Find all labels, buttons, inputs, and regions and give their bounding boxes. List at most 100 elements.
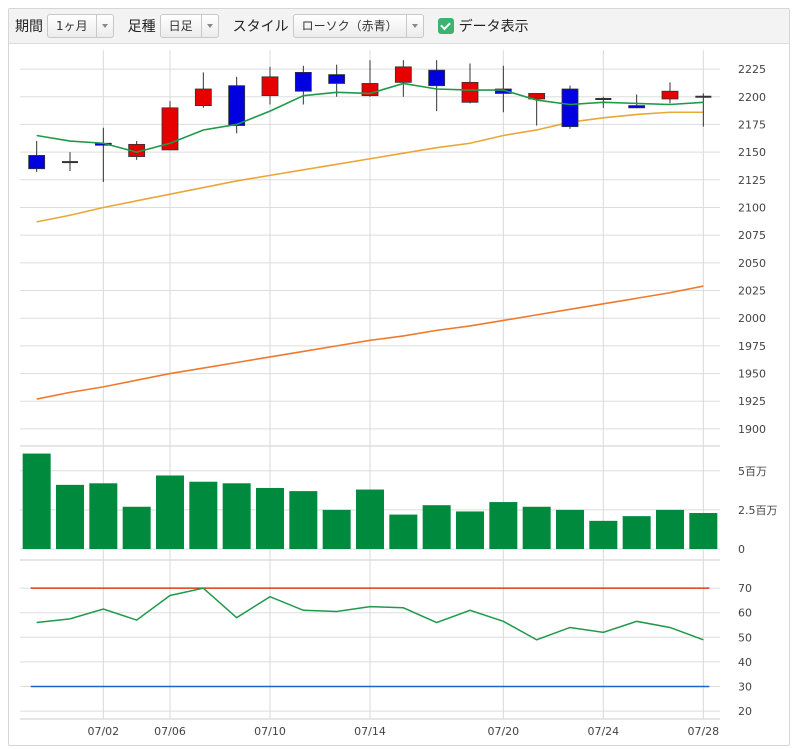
candles (28, 60, 712, 183)
volume-bar (356, 489, 384, 549)
interval-select-value: 日足 (168, 19, 193, 33)
volume-y-tick-label: 5百万 (738, 465, 767, 478)
x-tick-label: 07/06 (154, 725, 186, 738)
price-y-tick-label: 2050 (738, 257, 766, 270)
price-y-tick-label: 2150 (738, 146, 766, 159)
period-label: 期間 (15, 19, 43, 35)
volume-bars (22, 453, 718, 549)
candle (661, 82, 679, 104)
volume-bar (556, 509, 584, 549)
price-y-tick-label: 2025 (738, 285, 766, 298)
candle (161, 101, 179, 151)
candle (194, 72, 212, 108)
volume-bar (522, 506, 551, 549)
period-select[interactable]: 1ヶ月 (47, 14, 114, 38)
rsi-y-tick-label: 20 (738, 705, 752, 718)
interval-label: 足種 (127, 19, 156, 35)
style-select-value: ローソク（赤青） (301, 19, 398, 33)
candle-body (494, 88, 512, 94)
volume-bar (689, 513, 718, 549)
candle-body (228, 85, 246, 126)
candle-body (528, 93, 546, 100)
chevron-down-icon (95, 15, 113, 37)
volume-bar (156, 475, 184, 549)
period-select-value: 1ヶ月 (56, 19, 88, 33)
show-data-checkbox[interactable] (437, 18, 454, 34)
candle (394, 60, 412, 97)
x-tick-label: 07/24 (587, 725, 619, 738)
ma-short-line (36, 82, 704, 153)
price-y-tick-label: 2100 (738, 201, 766, 214)
candle (461, 63, 479, 104)
volume-bar (656, 509, 684, 549)
candle-body (461, 81, 479, 103)
volume-bar (389, 514, 418, 549)
chevron-down-icon (200, 15, 218, 37)
volume-y-tick-label: 0 (738, 543, 745, 556)
axis-labels: 1900192519501975200020252050207521002125… (87, 63, 777, 738)
show-data-label[interactable]: データ表示 (458, 19, 529, 35)
x-tick-label: 07/20 (487, 725, 519, 738)
rsi-y-tick-label: 30 (738, 680, 752, 693)
price-y-tick-label: 1975 (738, 340, 766, 353)
style-select[interactable]: ローソク（赤青） (292, 14, 424, 38)
candle (328, 64, 346, 97)
volume-bar (22, 453, 51, 549)
candle (28, 141, 46, 173)
price-y-tick-label: 2125 (738, 174, 766, 187)
rsi-line (36, 587, 704, 641)
candle (62, 152, 78, 171)
volume-bar (589, 520, 618, 549)
candle (428, 60, 446, 112)
price-y-tick-label: 2200 (738, 91, 766, 104)
volume-bar (122, 506, 151, 549)
price-y-tick-label: 1900 (738, 423, 766, 436)
candle (294, 65, 312, 105)
volume-y-tick-label: 2.5百万 (738, 504, 778, 517)
interval-select[interactable]: 日足 (159, 14, 219, 38)
rsi-y-tick-label: 40 (738, 656, 752, 669)
candle-body (428, 69, 446, 87)
style-label: スタイル (232, 19, 289, 35)
candle-body (261, 76, 279, 97)
candle (695, 93, 712, 127)
price-y-tick-label: 2225 (738, 63, 766, 76)
volume-bar (489, 502, 518, 549)
candle-body (561, 88, 579, 128)
candle-body (394, 66, 412, 83)
price-y-tick-label: 2000 (738, 312, 766, 325)
price-y-tick-label: 2175 (738, 118, 766, 131)
x-tick-label: 07/02 (87, 725, 119, 738)
price-y-tick-label: 1925 (738, 395, 766, 408)
ma-mid-line (36, 111, 704, 223)
volume-bar (422, 505, 451, 549)
price-y-tick-label: 2075 (738, 229, 766, 242)
x-tick-label: 07/14 (354, 725, 386, 738)
candle-body (294, 71, 312, 92)
candle (261, 66, 279, 105)
candle-body (161, 107, 179, 151)
candle-body (28, 155, 46, 170)
price-y-tick-label: 1950 (738, 368, 766, 381)
volume-bar (256, 487, 284, 549)
volume-bar (289, 491, 318, 549)
candle (494, 65, 512, 113)
volume-bar (56, 484, 84, 549)
volume-bar (89, 483, 118, 549)
candle-body (661, 90, 679, 100)
toolbar: 期間 1ヶ月 足種 日足 スタイル ローソク（赤青） データ表示 (9, 9, 789, 44)
rsi-y-tick-label: 50 (738, 631, 752, 644)
chevron-down-icon (405, 15, 423, 37)
rsi-y-tick-label: 70 (738, 582, 752, 595)
x-tick-label: 07/28 (687, 725, 719, 738)
volume-bar (622, 516, 651, 549)
rsi-y-tick-label: 60 (738, 607, 752, 620)
volume-bar (189, 481, 218, 549)
volume-bar (456, 511, 484, 549)
candle-body (328, 74, 346, 84)
candle (561, 85, 579, 129)
grid-lines (20, 50, 720, 720)
ma-long-line (36, 285, 704, 400)
volume-bar (222, 483, 251, 549)
